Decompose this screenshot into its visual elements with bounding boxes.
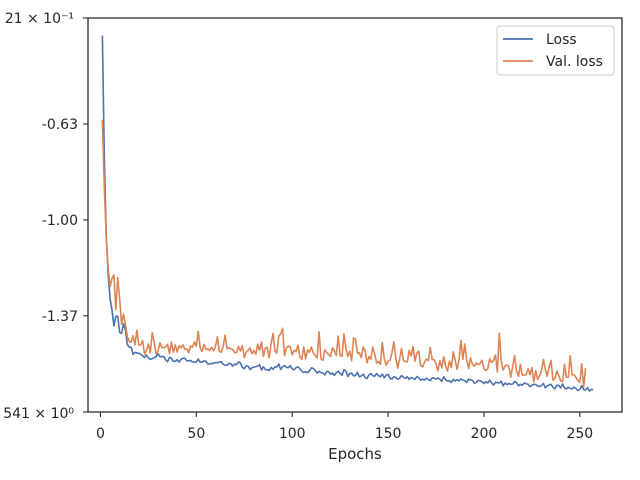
legend: Loss Val. loss [496, 25, 615, 76]
plot-area [87, 17, 623, 413]
y-tick-label: -1.00 [42, 213, 78, 229]
series-line-val-loss [101, 119, 587, 389]
x-tick-label: 0 [96, 426, 105, 442]
x-tick-label: 100 [279, 426, 306, 442]
x-tick-label: 250 [566, 426, 593, 442]
series-line-loss [101, 35, 594, 392]
y-edge-label-top: 21 × 10⁻¹ [5, 11, 74, 27]
legend-label-loss: Loss [546, 32, 577, 48]
x-tick-label: 200 [471, 426, 498, 442]
y-edge-label-bottom: 541 × 10⁰ [3, 406, 74, 422]
x-tick-label: 150 [375, 426, 402, 442]
y-tick-label: -1.37 [42, 309, 78, 325]
plot-background [88, 18, 622, 412]
ticks-layer: 0 50 100 150 200 250 -0.63 -1.00 -1.37 [42, 17, 593, 442]
series-layer [101, 35, 594, 392]
x-tick-label: 50 [187, 426, 205, 442]
axes-frame [87, 17, 623, 413]
y-tick-label: -0.63 [42, 117, 78, 133]
legend-label-val-loss: Val. loss [546, 54, 603, 70]
x-axis-label: Epochs [328, 445, 382, 463]
